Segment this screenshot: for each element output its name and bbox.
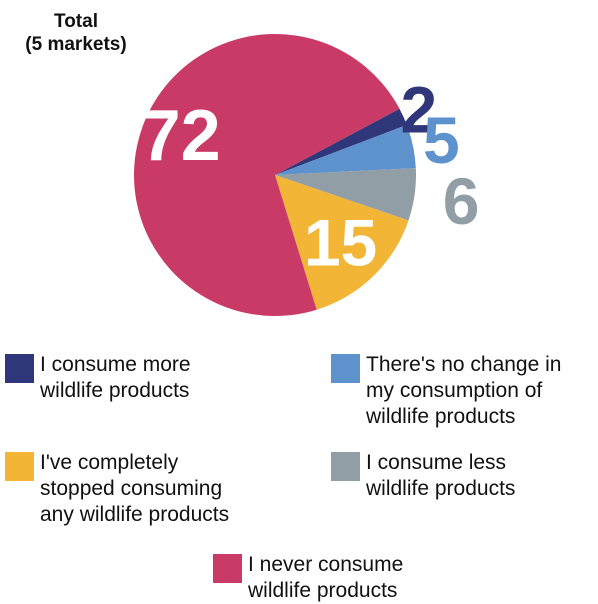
- legend-label-line: wildlife products: [40, 379, 190, 402]
- legend-label-line: stopped consuming: [40, 477, 223, 500]
- legend-label: I never consume wildlife products: [248, 552, 403, 604]
- legend-label-line: any wildlife products: [40, 503, 230, 526]
- legend-label-line: I consume more: [40, 353, 191, 376]
- legend-item-stopped: I've completely stopped consuming any wi…: [5, 450, 229, 528]
- pie-data-label: 72: [141, 96, 221, 176]
- legend-swatch: [5, 452, 34, 481]
- chart-title-text: Total: [54, 11, 98, 32]
- legend-item-consume-less: I consume less wildlife products: [331, 450, 515, 502]
- chart-subtitle-text: (5 markets): [25, 34, 127, 55]
- legend-swatch: [5, 354, 34, 383]
- legend-swatch: [331, 354, 360, 383]
- chart-title: Total (5 markets): [6, 10, 146, 56]
- pie-slices: [134, 34, 416, 316]
- legend-item-never-consume: I never consume wildlife products: [213, 552, 403, 604]
- legend-swatch: [213, 554, 242, 583]
- legend-label: I consume less wildlife products: [366, 450, 515, 502]
- pie-slice: [134, 34, 400, 316]
- pie-slice: [275, 168, 416, 221]
- pie-data-labels: 256 15 72: [141, 73, 480, 280]
- legend-label-line: wildlife products: [366, 405, 516, 428]
- pie-slice: [275, 124, 416, 175]
- legend-item-consume-more: I consume more wildlife products: [5, 352, 191, 404]
- legend-label-line: I've completely: [40, 451, 179, 474]
- pie-data-label: 15: [304, 205, 377, 279]
- legend-label-line: wildlife products: [366, 477, 516, 500]
- pie-slice: [275, 175, 409, 310]
- legend-label-line: wildlife products: [248, 579, 398, 602]
- pie-data-label: 5: [423, 103, 460, 177]
- legend-label-line: I consume less: [366, 451, 507, 474]
- pie-slice: [275, 108, 407, 175]
- legend-label: I've completely stopped consuming any wi…: [40, 450, 229, 528]
- legend-swatch: [331, 452, 360, 481]
- legend-label: There's no change in my consumption of w…: [366, 352, 561, 430]
- legend-label-line: I never consume: [248, 553, 404, 576]
- legend-label-line: There's no change in: [366, 353, 562, 376]
- pie-data-label: 6: [443, 164, 480, 238]
- legend-label-line: my consumption of: [366, 379, 543, 402]
- pie-data-label: 2: [401, 73, 438, 147]
- legend-label: I consume more wildlife products: [40, 352, 191, 404]
- legend-item-no-change: There's no change in my consumption of w…: [331, 352, 561, 430]
